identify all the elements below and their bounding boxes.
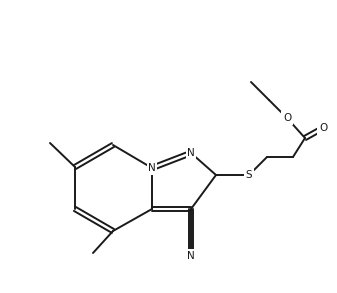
Text: O: O [319,123,327,133]
Text: S: S [246,170,252,180]
Text: N: N [187,148,195,158]
Text: N: N [187,251,195,261]
Text: N: N [148,163,156,173]
Text: O: O [283,113,291,123]
